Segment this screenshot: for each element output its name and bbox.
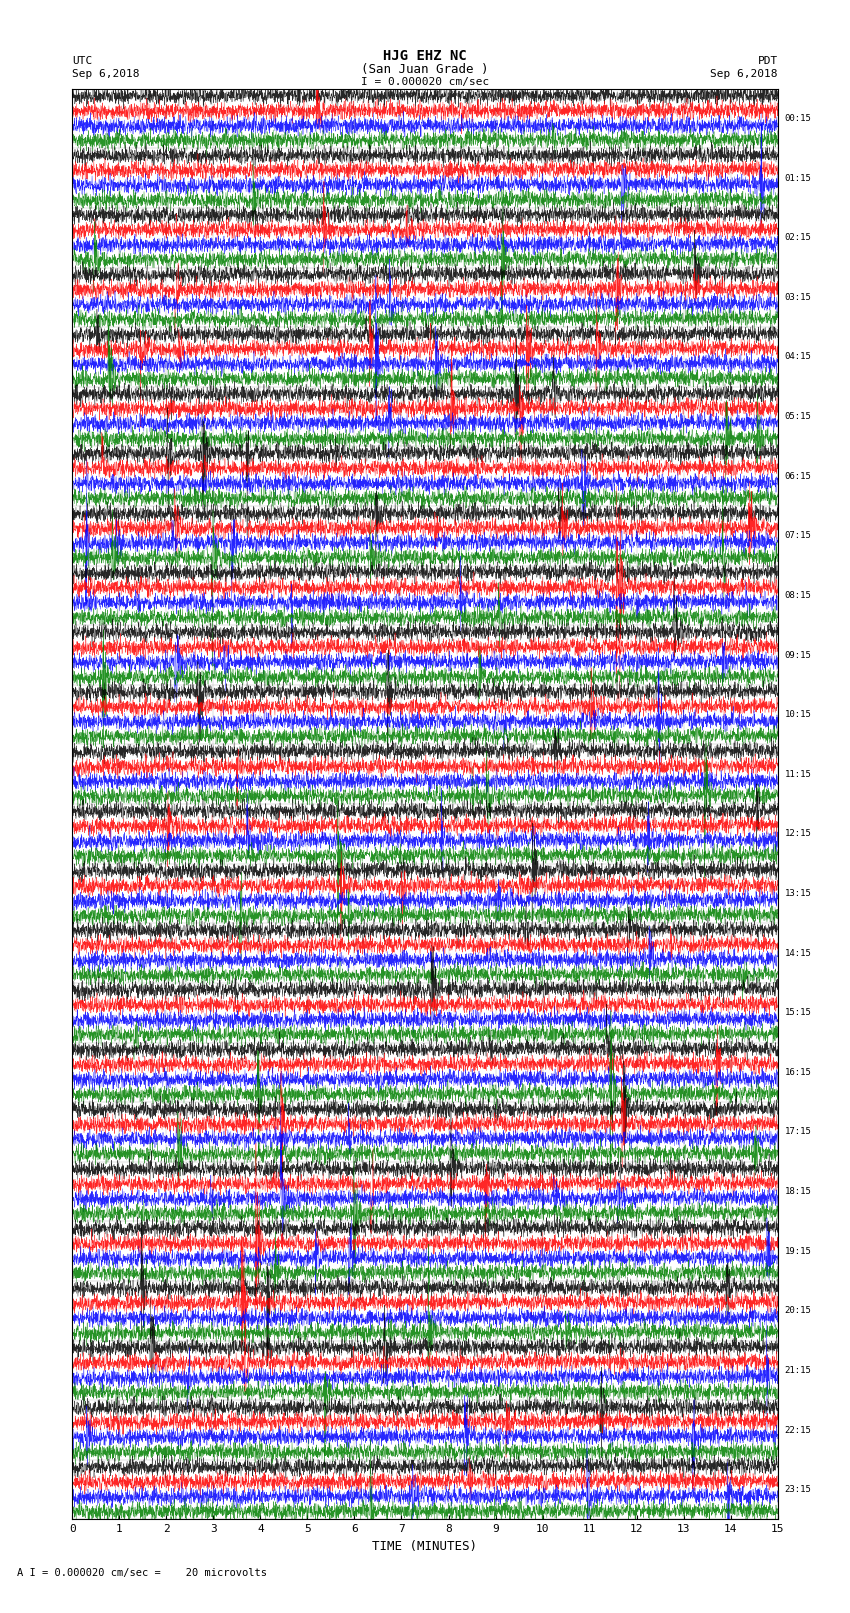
Text: Sep 6,2018: Sep 6,2018 <box>711 69 778 79</box>
Text: 17:15: 17:15 <box>785 1127 812 1137</box>
Text: 10:15: 10:15 <box>785 710 812 719</box>
Text: 04:15: 04:15 <box>785 353 812 361</box>
Text: 03:15: 03:15 <box>785 294 812 302</box>
Text: 01:15: 01:15 <box>785 174 812 182</box>
Text: HJG EHZ NC: HJG EHZ NC <box>383 50 467 63</box>
Text: 09:15: 09:15 <box>785 650 812 660</box>
Text: 16:15: 16:15 <box>785 1068 812 1077</box>
Text: 13:15: 13:15 <box>785 889 812 898</box>
Text: 14:15: 14:15 <box>785 948 812 958</box>
Text: UTC: UTC <box>72 56 93 66</box>
Text: 19:15: 19:15 <box>785 1247 812 1255</box>
Text: PDT: PDT <box>757 56 778 66</box>
Text: 11:15: 11:15 <box>785 769 812 779</box>
Text: (San Juan Grade ): (San Juan Grade ) <box>361 63 489 76</box>
Text: 18:15: 18:15 <box>785 1187 812 1197</box>
Text: 06:15: 06:15 <box>785 471 812 481</box>
Text: 00:15: 00:15 <box>785 115 812 123</box>
Text: I = 0.000020 cm/sec: I = 0.000020 cm/sec <box>361 77 489 87</box>
Text: Sep 6,2018: Sep 6,2018 <box>72 69 139 79</box>
Text: 21:15: 21:15 <box>785 1366 812 1374</box>
Text: A I = 0.000020 cm/sec =    20 microvolts: A I = 0.000020 cm/sec = 20 microvolts <box>17 1568 267 1578</box>
Text: 05:15: 05:15 <box>785 411 812 421</box>
Text: 20:15: 20:15 <box>785 1307 812 1315</box>
X-axis label: TIME (MINUTES): TIME (MINUTES) <box>372 1540 478 1553</box>
Text: 22:15: 22:15 <box>785 1426 812 1434</box>
Text: 23:15: 23:15 <box>785 1486 812 1494</box>
Text: 08:15: 08:15 <box>785 590 812 600</box>
Text: 02:15: 02:15 <box>785 234 812 242</box>
Text: 15:15: 15:15 <box>785 1008 812 1018</box>
Text: 07:15: 07:15 <box>785 531 812 540</box>
Text: 12:15: 12:15 <box>785 829 812 839</box>
